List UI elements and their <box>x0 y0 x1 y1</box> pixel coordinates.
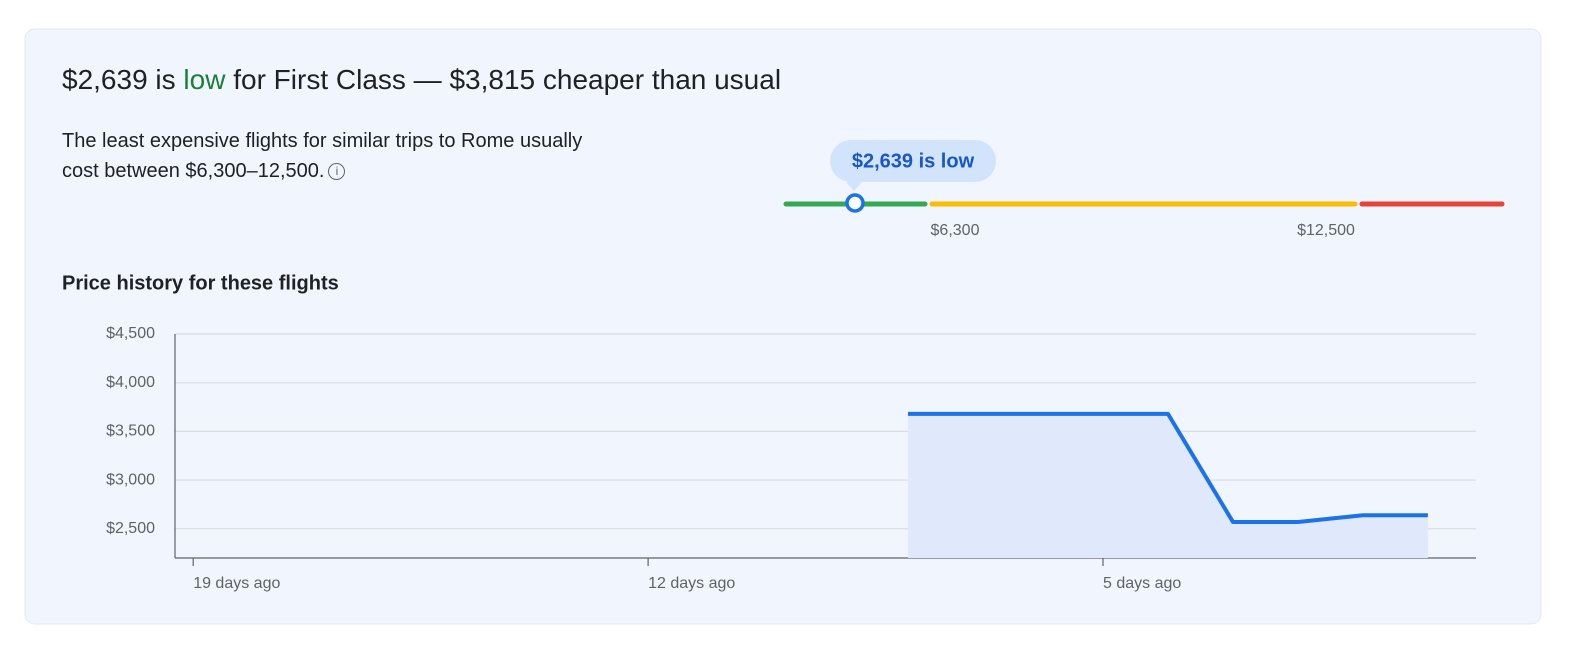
x-tick-label: 5 days ago <box>1103 575 1181 592</box>
y-tick-label: $4,000 <box>106 374 155 391</box>
headline-rest: for First Class — $3,815 cheaper than us… <box>233 64 781 95</box>
x-tick-label: 19 days ago <box>193 575 280 592</box>
gauge-bubble <box>830 140 996 182</box>
price-line <box>908 411 1428 524</box>
y-tick-label: $3,500 <box>106 423 155 440</box>
headline-price: $2,639 is <box>62 64 176 95</box>
summary-text: The least expensive flights for similar … <box>62 130 583 182</box>
gauge-marker <box>845 193 865 213</box>
x-tick-label: 12 days ago <box>648 575 735 592</box>
summary: The least expensive flights for similar … <box>62 126 592 186</box>
gauge-bubble-text: $2,639 is low <box>852 150 975 172</box>
headline: $2,639 is low for First Class — $3,815 c… <box>62 64 781 95</box>
gauge-high-label: $12,500 <box>1297 222 1355 239</box>
info-icon[interactable]: i <box>328 163 346 181</box>
y-tick-label: $2,500 <box>106 520 155 537</box>
y-tick-label: $3,000 <box>106 471 155 488</box>
gauge-low-label: $6,300 <box>931 222 980 239</box>
headline-level: low <box>183 64 226 95</box>
gauge-bubble-pointer <box>846 182 862 191</box>
chart-title: Price history for these flights <box>62 272 339 294</box>
y-tick-label: $4,500 <box>106 325 155 342</box>
